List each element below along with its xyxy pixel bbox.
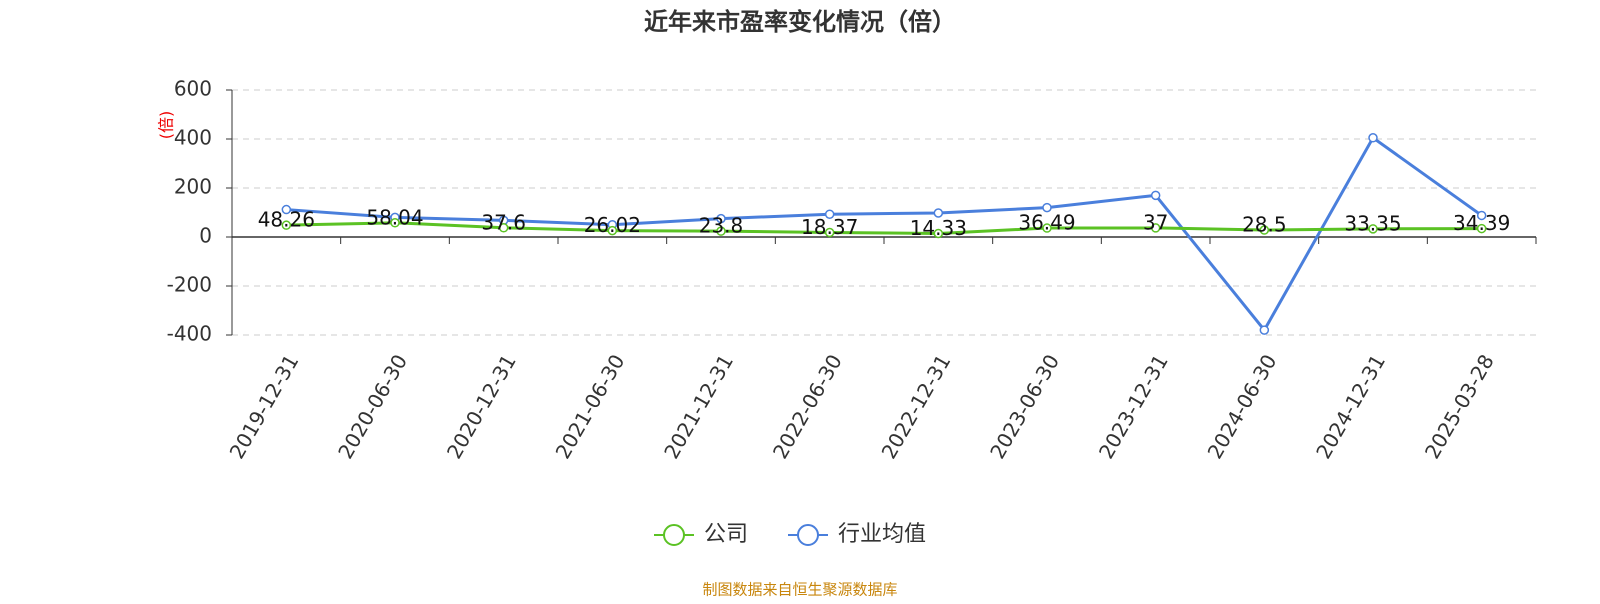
data-label: 23.8	[699, 214, 744, 238]
y-tick-label: 200	[174, 175, 212, 199]
x-tick-label: 2024-06-30	[1203, 350, 1282, 463]
data-point	[1150, 223, 1161, 233]
data-label: 37.6	[481, 210, 526, 234]
legend-marker[interactable]	[797, 524, 819, 546]
series-line	[286, 135, 1483, 333]
data-label: 18.37	[801, 215, 858, 239]
data-label: 36.49	[1018, 211, 1075, 235]
y-tick-label: -400	[167, 322, 212, 346]
legend-marker[interactable]	[663, 524, 685, 546]
data-point	[607, 225, 618, 236]
data-label: 14.33	[910, 216, 967, 240]
x-tick-label: 2024-12-31	[1311, 350, 1390, 463]
data-point	[1476, 210, 1487, 221]
data-point	[1476, 223, 1487, 234]
data-label: 58.04	[366, 205, 423, 229]
data-point	[1259, 325, 1270, 335]
legend-label[interactable]: 公司	[704, 522, 748, 547]
x-tick-label: 2022-12-31	[877, 350, 956, 463]
y-axis-label: (倍)	[157, 111, 176, 140]
data-point	[1368, 133, 1378, 143]
data-label: 48.26	[258, 208, 315, 232]
x-tick-label: 2023-12-31	[1094, 350, 1173, 463]
series-line	[286, 221, 1482, 235]
data-label: 26.02	[584, 213, 641, 237]
data-point	[1368, 224, 1378, 234]
data-point	[716, 213, 726, 224]
data-label: 34.39	[1453, 211, 1510, 235]
y-tick-label: -200	[167, 273, 212, 297]
data-point	[933, 228, 944, 239]
data-point	[933, 208, 944, 218]
data-label: 37	[1143, 210, 1168, 234]
x-tick-label: 2021-12-31	[659, 350, 738, 463]
data-label: 33.35	[1344, 211, 1401, 235]
data-point	[716, 226, 726, 236]
data-point	[390, 218, 400, 228]
legend-label[interactable]: 行业均值	[838, 522, 926, 547]
data-point	[1042, 223, 1052, 233]
chart-title: 近年来市盈率变化情况（倍）	[644, 8, 956, 36]
y-tick-label: 0	[199, 224, 212, 248]
data-point	[824, 227, 835, 238]
x-tick-label: 2020-12-31	[442, 350, 521, 463]
x-tick-label: 2022-06-30	[768, 350, 847, 463]
data-point	[1150, 190, 1161, 201]
y-tick-label: 400	[174, 126, 212, 150]
x-tick-label: 2025-03-28	[1420, 350, 1499, 463]
data-point	[281, 204, 292, 215]
legend-item[interactable]: 行业均值	[788, 522, 926, 547]
source-note: 制图数据来自恒生聚源数据库	[702, 581, 897, 599]
data-point	[1042, 202, 1052, 213]
data-point	[824, 209, 835, 219]
x-tick-label: 2023-06-30	[985, 350, 1064, 463]
x-tick-label: 2019-12-31	[225, 350, 304, 463]
x-tick-label: 2020-06-30	[333, 350, 412, 463]
data-point	[498, 223, 509, 233]
x-tick-label: 2021-06-30	[551, 350, 630, 463]
data-point	[1259, 225, 1270, 235]
y-tick-label: 600	[174, 77, 212, 101]
data-label: 28.5	[1242, 213, 1287, 237]
legend-item[interactable]: 公司	[654, 522, 748, 547]
data-point	[281, 220, 292, 230]
